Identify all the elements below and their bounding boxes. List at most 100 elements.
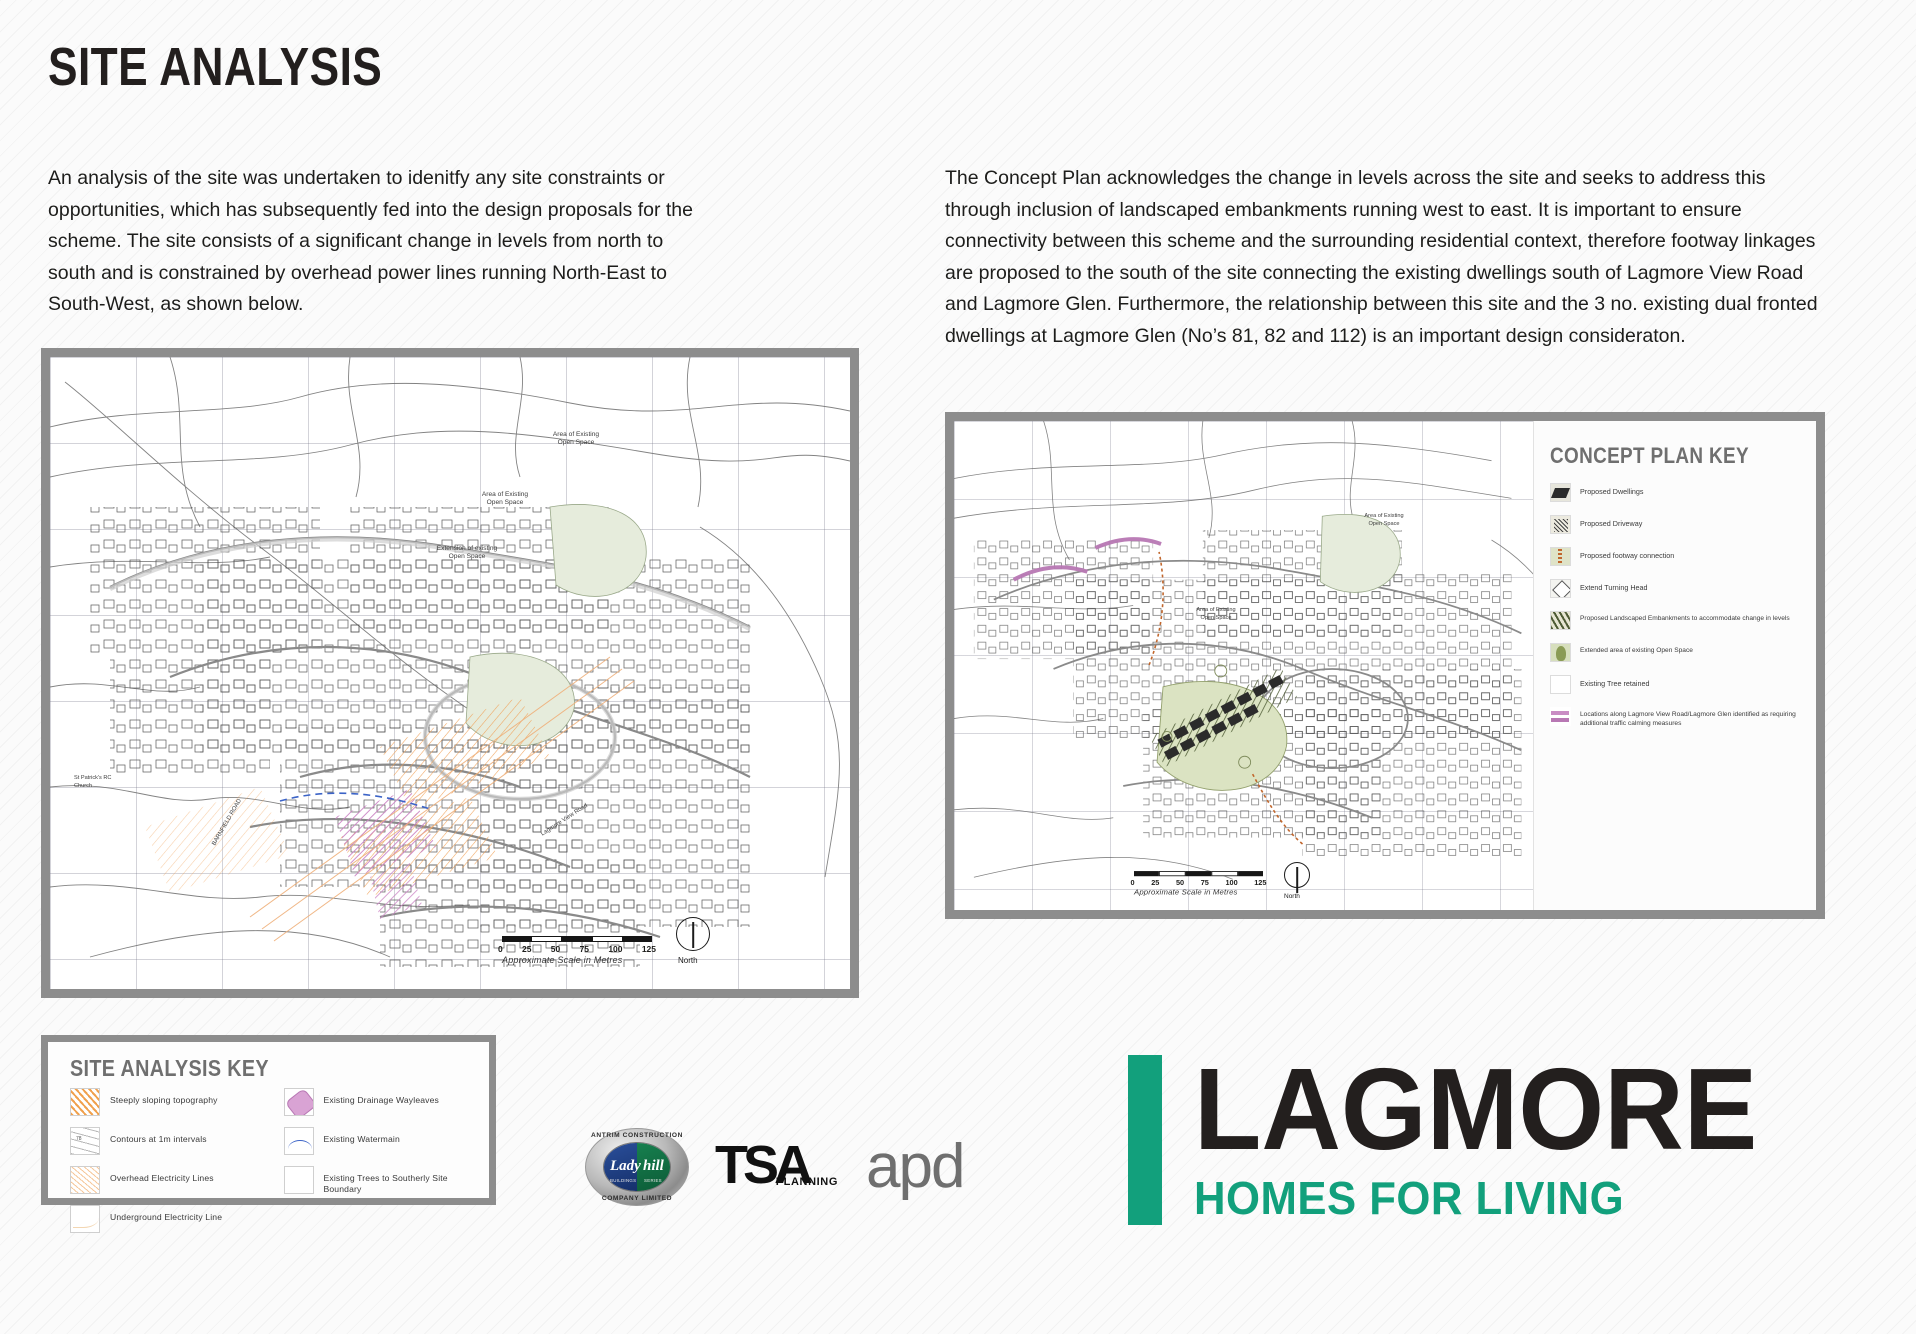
concept-key-item: Proposed footway connection [1550,547,1802,566]
site-key-item: Existing Trees to Southerly Site Boundar… [283,1166,480,1206]
antrim-construction-logo: ANTRIM CONSTRUCTION COMPANY LIMITED Lady… [585,1128,689,1206]
site-key-item: Existing Drainage Wayleaves [283,1088,480,1118]
north-label: North [678,956,698,965]
map-note-open-space-1: Area of Existing Open Space [552,431,600,446]
steep-slope-swatch-icon [70,1088,100,1116]
concept-key-label: Existing Tree retained [1580,679,1650,688]
site-key-label: Underground Electricity Line [110,1212,223,1222]
intro-paragraph-left: An analysis of the site was undertaken t… [48,167,693,315]
underground-electricity-swatch-icon [70,1205,100,1233]
concept-key-item: Locations along Lagmore View Road/Lagmor… [1550,707,1802,728]
site-key-label: Existing Drainage Wayleaves [323,1095,439,1105]
antrim-sub-right: SERIES [644,1178,662,1183]
site-key-label: Existing Trees to Southerly Site Boundar… [323,1173,448,1194]
site-key-column-two: Existing Drainage Wayleaves Existing Wat… [283,1088,480,1244]
scalebar-tick: 0 [498,944,503,954]
concept-key-label: Proposed footway connection [1580,551,1675,560]
scalebar-tick: 25 [1151,877,1160,887]
proposed-footway-swatch-icon [1550,547,1571,566]
north-arrow-icon [676,917,710,951]
apd-logo: apd [866,1132,965,1201]
brand-name: LAGMORE [1194,1044,1758,1174]
existing-tree-swatch-icon [1550,675,1571,694]
concept-key-label: Locations along Lagmore View Road/Lagmor… [1580,711,1796,727]
north-arrow-icon [1284,862,1310,888]
antrim-bottom-text: COMPANY LIMITED [601,1195,673,1202]
scalebar-tick: 75 [579,944,590,954]
scalebar-tick: 125 [1254,877,1267,887]
antrim-top-text: ANTRIM CONSTRUCTION [591,1132,683,1139]
concept-map-canvas: Area of Existing Open Space Area of Exis… [954,421,1816,910]
site-analysis-key-panel: SITE ANALYSIS KEY Steeply sloping topogr… [41,1035,496,1233]
concept-map-scalebar: 0 25 50 75 100 125 Approximate Scale in … [1131,871,1267,896]
brand-accent-bar [1128,1055,1162,1225]
site-map-linework [50,357,850,967]
scalebar-tick: 100 [1225,877,1238,887]
extend-turning-head-swatch-icon [1550,579,1571,598]
concept-note-open-space-1: Area of Existing Open Space [1364,513,1404,527]
site-map-canvas: Area of Existing Open Space Area of Exis… [50,357,850,989]
scalebar-tick: 75 [1200,877,1209,887]
concept-note-open-space-2: Area of Existing Open Space [1196,607,1236,621]
scalebar-tick: 125 [641,944,656,954]
traffic-calming-swatch-icon [1550,707,1571,726]
proposed-driveway-swatch-icon [1550,515,1571,534]
site-analysis-map[interactable]: Area of Existing Open Space Area of Exis… [41,348,859,998]
tsa-wordmark: TSA [715,1135,813,1195]
drainage-wayleaves-swatch-icon [283,1088,314,1116]
site-key-columns: Steeply sloping topography Contours at 1… [70,1088,479,1244]
brand-tagline: HOMES FOR LIVING [1194,1172,1625,1224]
brand-text-group: LAGMORE HOMES FOR LIVING [1194,1044,1787,1225]
concept-key-label: Proposed Driveway [1580,519,1643,528]
site-map-scalebar: 0 25 50 75 100 125 Approximate Scale in … [498,936,656,965]
site-key-label: Overhead Electricity Lines [110,1173,214,1183]
scalebar-tick: 50 [550,944,561,954]
extended-open-space-swatch-icon [1550,643,1571,662]
scalebar-segments [502,936,653,942]
lagmore-brand-block: LAGMORE HOMES FOR LIVING [1128,1044,1787,1225]
site-key-item: Contours at 1m intervals [70,1127,266,1157]
concept-map-linework [954,421,1603,880]
site-key-item: Steeply sloping topography [70,1088,266,1118]
north-label: North [1284,893,1300,900]
proposed-dwellings-swatch-icon [1550,483,1571,502]
watermain-swatch-icon [283,1127,314,1155]
concept-plan-map[interactable]: Area of Existing Open Space Area of Exis… [945,412,1825,919]
intro-paragraph-right: The Concept Plan acknowledges the change… [945,167,1818,347]
partner-logos: ANTRIM CONSTRUCTION COMPANY LIMITED Lady… [585,1128,965,1206]
scalebar-caption: Approximate Scale in Metres [1134,887,1238,896]
concept-key-label: Proposed Dwellings [1580,487,1644,496]
concept-key-label: Extended area of existing Open Space [1580,647,1693,654]
overhead-electricity-swatch-icon [70,1166,100,1194]
concept-key-item: Existing Tree retained [1550,675,1802,694]
contours-swatch-icon [70,1127,100,1155]
concept-plan-key-panel: CONCEPT PLAN KEY Proposed Dwellings Prop… [1533,421,1816,910]
scalebar-caption: Approximate Scale in Metres [502,955,623,965]
scalebar-tick: 50 [1175,877,1185,887]
site-key-label: Existing Watermain [323,1134,400,1144]
site-key-column-one: Steeply sloping topography Contours at 1… [70,1088,266,1244]
site-key-item: Existing Watermain [283,1127,480,1157]
page-title: SITE ANALYSIS [48,37,383,97]
scalebar-segments [1134,871,1264,877]
map-note-open-space-2: Area of Existing Open Space [481,491,529,506]
scalebar-ticks: 0 25 50 75 100 125 [498,944,656,954]
concept-key-item: Extend Turning Head [1550,579,1802,598]
existing-trees-swatch-icon [283,1166,314,1194]
map-label-church: St Patrick's RC Church [74,775,112,789]
scalebar-ticks: 0 25 50 75 100 125 [1131,878,1267,887]
tsa-planning-logo: TSA PLANNING [715,1138,840,1196]
concept-key-item: Proposed Dwellings [1550,483,1802,502]
concept-key-label: Extend Turning Head [1580,583,1648,592]
concept-key-title: CONCEPT PLAN KEY [1550,443,1749,468]
tsa-sub-label: PLANNING [775,1176,838,1188]
scalebar-tick: 0 [1130,877,1135,887]
map-note-extension-open-space: Extension of existing Open Space [436,545,498,560]
concept-key-item: Proposed Driveway [1550,515,1802,534]
scalebar-tick: 25 [522,944,532,954]
antrim-brand-right: hill [643,1158,664,1174]
scalebar-tick: 100 [608,944,623,954]
concept-key-label: Proposed Landscaped Embankments to accom… [1580,615,1790,622]
antrim-brand-left: Lady [610,1158,641,1174]
